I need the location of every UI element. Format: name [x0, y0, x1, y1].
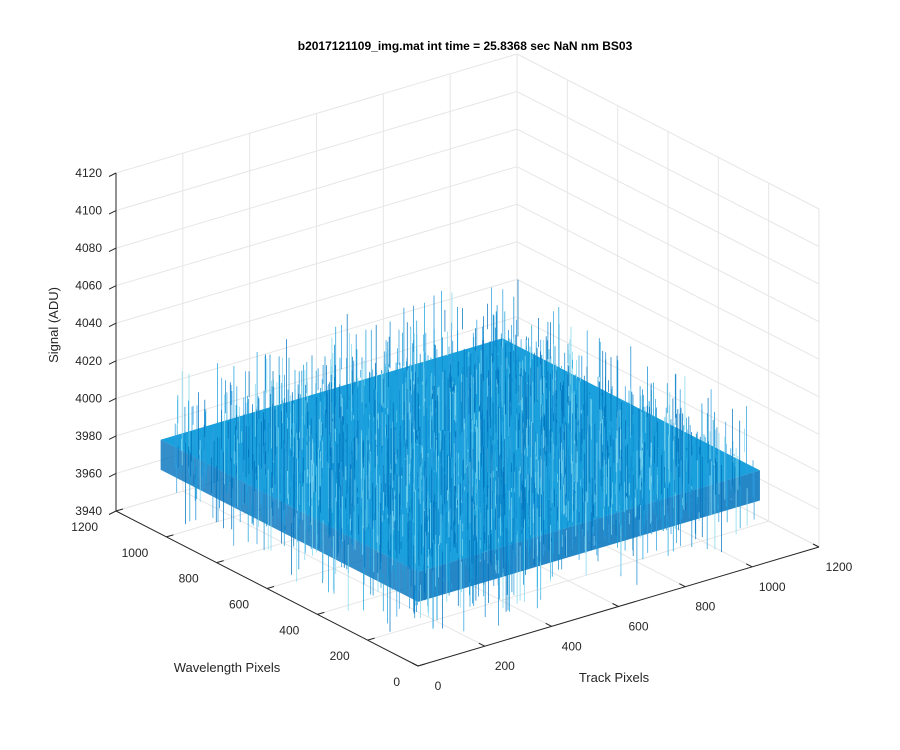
grid-wall-z-line [115, 53, 518, 174]
z-tick-label: 4000 [75, 391, 102, 405]
x-tick-mark [679, 583, 686, 588]
x-tick-mark [545, 622, 552, 627]
y-tick-mark [166, 534, 174, 538]
grid-wall-z-line [516, 241, 820, 398]
z-tick-mark [108, 510, 117, 515]
grid-wall-z-line [516, 203, 820, 360]
x-tick-labels: 0 200 400 600 800 1000 1200 [435, 560, 853, 693]
z-tick-label: 4100 [75, 204, 102, 218]
grid-wall-z-line [115, 166, 518, 287]
grid-wall-z-line [115, 91, 518, 212]
x-tick-mark [478, 642, 486, 647]
x-tick-label: 400 [562, 639, 582, 653]
y-tick-mark [367, 637, 375, 641]
grid-wall-z-line [115, 128, 518, 249]
grid-wall-z-line [115, 241, 518, 362]
grid-wall-z-line [516, 53, 820, 210]
surface-noise-spikes [177, 279, 741, 632]
grid-floor-y-line [367, 520, 769, 641]
x-tick-label: 1000 [759, 580, 786, 594]
grid-wall-z-line [516, 128, 820, 285]
y-tick-labels: 0 200 400 600 800 1000 1200 [71, 520, 400, 689]
surface-noise-spikes [177, 290, 741, 629]
y-tick-label: 800 [179, 572, 199, 586]
y-tick-label: 1200 [71, 520, 98, 534]
y-tick-mark [216, 560, 224, 564]
y-tick-label: 0 [393, 675, 400, 689]
z-tick-label: 4080 [75, 241, 102, 255]
grid-wall-z-line [516, 316, 820, 473]
y-tick-label: 1000 [122, 546, 149, 560]
z-tick-mark [108, 285, 117, 290]
z-tick-mark [108, 322, 117, 328]
x-tick-mark [745, 563, 753, 568]
z-tick-label: 3980 [75, 429, 102, 443]
z-tick-mark [108, 247, 117, 253]
z-tick-mark [108, 210, 117, 215]
z-tick-label: 4040 [75, 316, 102, 330]
grid-wall-z-line [516, 278, 820, 435]
y-tick-mark [417, 663, 426, 667]
z-tick-label: 4120 [75, 166, 102, 180]
x-tick-mark [411, 662, 419, 667]
x-tick-label: 600 [628, 620, 648, 634]
x-tick-label: 800 [695, 600, 715, 614]
z-tick-label: 3940 [75, 504, 102, 518]
chart-title: b2017121109_img.mat int time = 25.8368 s… [298, 39, 633, 53]
y-tick-label: 600 [229, 598, 249, 612]
x-tick-label: 200 [495, 659, 515, 673]
x-axis-label: Track Pixels [579, 670, 650, 685]
grid-wall-z-line [115, 278, 518, 399]
x-tick-mark [612, 603, 619, 607]
z-tick-mark [108, 472, 117, 478]
y-tick-label: 200 [330, 649, 350, 663]
surface-plot [160, 279, 760, 632]
z-tick-label: 3960 [75, 466, 102, 480]
y-tick-mark [115, 508, 124, 512]
z-tick-labels: 3940 3960 3980 4000 4020 4040 4060 4080 4100 4120 [75, 166, 102, 518]
z-tick-mark [108, 360, 117, 365]
z-axis-label: Signal (ADU) [46, 287, 61, 363]
grid-wall-z-line [516, 91, 820, 248]
grid-wall-z-line [115, 203, 518, 324]
surface-left-edge [160, 439, 419, 602]
axes [108, 172, 820, 667]
x-tick-label: 0 [435, 679, 442, 693]
z-tick-label: 4060 [75, 279, 102, 293]
z-tick-label: 4020 [75, 354, 102, 368]
y-axis-label: Wavelength Pixels [174, 660, 281, 675]
y-tick-label: 400 [279, 623, 299, 637]
z-tick-mark [108, 397, 117, 403]
y-tick-mark [317, 611, 325, 615]
x-tick-label: 1200 [826, 560, 853, 574]
z-tick-mark [108, 172, 117, 177]
x-tick-mark [812, 543, 820, 548]
z-tick-mark [108, 435, 117, 440]
y-tick-mark [266, 586, 275, 589]
grid-wall-z-line [516, 166, 820, 323]
